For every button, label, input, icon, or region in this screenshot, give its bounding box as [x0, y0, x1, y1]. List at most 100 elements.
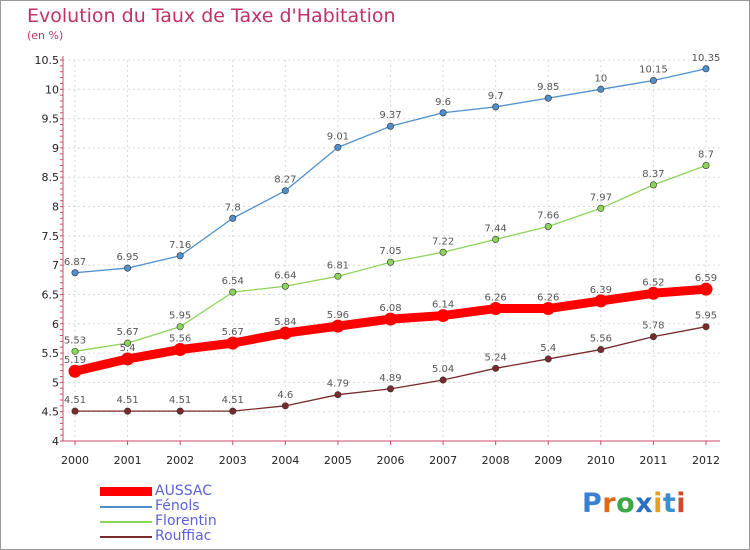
data-label: 6.81	[327, 260, 349, 271]
x-tick-label: 2009	[534, 454, 562, 467]
y-tick-label: 8.5	[42, 171, 60, 184]
data-label: 5.19	[64, 355, 86, 366]
data-point	[71, 269, 79, 277]
x-tick-label: 2007	[429, 454, 457, 467]
series-layer	[68, 65, 713, 415]
legend-label: Rouffiac	[155, 528, 212, 544]
x-tick-label: 2000	[61, 454, 89, 467]
data-point	[439, 109, 447, 117]
data-point	[439, 376, 447, 384]
data-point	[702, 162, 710, 170]
data-label: 7.44	[485, 223, 507, 234]
data-point	[229, 288, 237, 296]
logo-letter: x	[635, 488, 654, 519]
data-label: 9.7	[488, 91, 504, 102]
data-label: 5.96	[327, 310, 349, 321]
data-point	[594, 294, 608, 308]
y-tick-label: 4	[52, 435, 59, 448]
data-point	[489, 302, 503, 316]
data-label: 6.39	[590, 285, 612, 296]
data-point	[384, 312, 397, 326]
data-label: 9.37	[379, 110, 401, 121]
logo-letter: t	[662, 488, 677, 519]
data-label: 5.4	[540, 343, 556, 354]
x-tick-label: 2008	[482, 454, 510, 467]
data-point	[492, 235, 500, 243]
data-point	[597, 346, 605, 354]
y-tick-label: 6	[52, 318, 59, 331]
legend-label: AUSSAC	[155, 483, 212, 499]
data-point	[649, 77, 657, 85]
x-tick-label: 2001	[114, 454, 142, 467]
data-label: 4.51	[64, 395, 86, 406]
data-label: 5.67	[116, 327, 138, 338]
data-label: 10.15	[639, 65, 668, 76]
data-point	[541, 302, 555, 316]
data-point	[597, 204, 605, 212]
data-label: 4.51	[222, 395, 244, 406]
data-point	[176, 407, 184, 415]
legend-swatch	[100, 487, 152, 496]
data-label: 5.4	[120, 343, 136, 354]
data-point	[229, 214, 237, 222]
legend-swatch	[100, 536, 152, 538]
data-point	[436, 309, 450, 323]
data-point	[702, 323, 710, 331]
data-point	[68, 364, 82, 378]
logo-letter: P	[582, 488, 603, 519]
data-label: 5.53	[64, 335, 86, 346]
data-point	[124, 407, 132, 415]
data-label: 5.04	[432, 364, 454, 375]
data-point	[71, 407, 79, 415]
x-tick-label: 2006	[377, 454, 405, 467]
data-point	[699, 282, 713, 296]
y-tick-label: 7	[52, 259, 59, 272]
data-label: 4.51	[116, 395, 138, 406]
data-label: 9.6	[435, 97, 451, 108]
data-label: 6.64	[274, 270, 296, 281]
data-label: 7.97	[590, 192, 612, 203]
data-label: 4.6	[277, 390, 293, 401]
data-point	[281, 282, 289, 290]
data-point	[386, 122, 394, 130]
data-label: 7.8	[225, 202, 241, 213]
data-label-layer: 5.19 5.4 5.56 5.67 5.84 5.96 6.08 6.14 6.26 6.26 6…	[64, 53, 720, 406]
data-point	[597, 85, 605, 93]
data-point	[386, 258, 394, 266]
data-label: 9.85	[537, 82, 559, 93]
data-label: 8.37	[642, 169, 664, 180]
y-tick-label: 4.5	[42, 406, 60, 419]
x-tick-label: 2012	[692, 454, 720, 467]
data-label: 4.51	[169, 395, 191, 406]
data-point	[492, 103, 500, 111]
data-label: 8.27	[274, 175, 296, 186]
legend-swatch	[100, 506, 152, 508]
data-label: 4.79	[327, 379, 349, 390]
x-tick-label: 2010	[587, 454, 615, 467]
y-tick-label: 10.5	[35, 54, 60, 67]
chart-subtitle: (en %)	[27, 29, 64, 42]
data-point	[646, 286, 660, 300]
data-point	[492, 364, 500, 372]
data-point	[176, 252, 184, 260]
data-label: 5.56	[590, 334, 612, 345]
data-point	[334, 391, 342, 399]
proxiti-logo: Proxiti	[582, 488, 686, 519]
data-label: 6.59	[695, 273, 717, 284]
x-tick-label: 2005	[324, 454, 352, 467]
data-label: 5.78	[642, 321, 664, 332]
data-point	[124, 339, 132, 347]
data-point	[229, 407, 237, 415]
data-point	[124, 264, 132, 272]
data-point	[544, 222, 552, 230]
data-point	[649, 333, 657, 341]
x-tick-label: 2004	[271, 454, 299, 467]
data-point	[439, 248, 447, 256]
y-tick-label: 7.5	[42, 230, 60, 243]
data-label: 6.08	[379, 303, 401, 314]
chart-title: Evolution du Taux de Taxe d'Habitation	[27, 5, 396, 27]
data-label: 6.14	[432, 300, 454, 311]
